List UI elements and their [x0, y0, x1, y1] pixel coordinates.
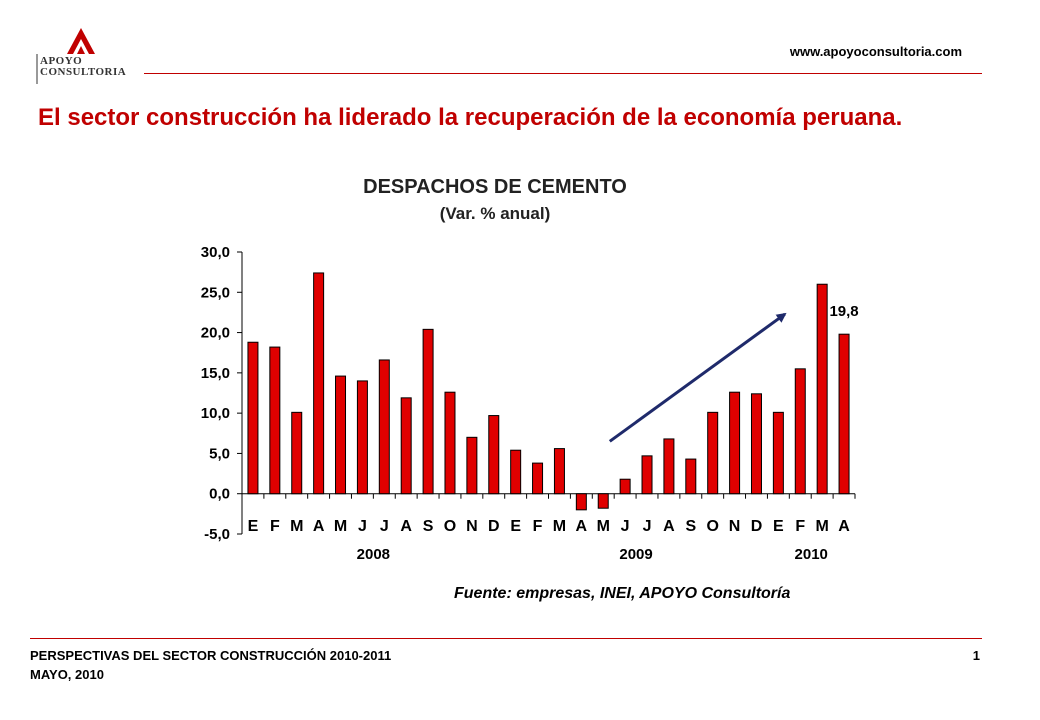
- month-label: M: [815, 518, 828, 535]
- slide-headline: El sector construcción ha liderado la re…: [38, 104, 903, 131]
- month-label: M: [553, 518, 566, 535]
- logo-line1: APOYO: [40, 55, 83, 67]
- month-label: O: [706, 518, 718, 535]
- year-label: 2009: [619, 546, 652, 563]
- bar: [816, 283, 828, 495]
- month-label: J: [643, 518, 652, 535]
- y-tick-label: 5,0: [209, 445, 230, 462]
- month-label: M: [597, 518, 610, 535]
- logo-line2: CONSULTORIA: [40, 66, 127, 78]
- bar: [772, 411, 784, 495]
- chart-subtitle: (Var. % anual): [439, 204, 551, 223]
- bar: [729, 391, 741, 495]
- year-label: 2008: [357, 546, 390, 563]
- data-label: 19,8: [829, 303, 858, 320]
- month-label: N: [729, 518, 741, 535]
- website-link[interactable]: www.apoyoconsultoria.com: [789, 44, 962, 59]
- bar: [466, 436, 478, 495]
- company-logo: APOYO CONSULTORIA: [36, 26, 146, 88]
- month-label: A: [313, 518, 325, 535]
- month-label: S: [685, 518, 696, 535]
- month-label: F: [795, 518, 805, 535]
- bar: [597, 493, 609, 509]
- bar: [444, 391, 456, 495]
- bar: [838, 333, 850, 495]
- bar: [313, 272, 325, 495]
- month-label: O: [444, 518, 456, 535]
- bar: [641, 455, 653, 495]
- bar: [356, 380, 368, 495]
- bar: [510, 449, 522, 495]
- y-tick-label: 25,0: [201, 284, 230, 301]
- trend-arrow-icon: [608, 312, 787, 443]
- bar: [553, 448, 565, 495]
- logo-text: APOYO CONSULTORIA: [40, 56, 126, 78]
- year-label: 2010: [795, 546, 828, 563]
- month-label: F: [533, 518, 543, 535]
- bar: [532, 462, 544, 495]
- bar: [707, 411, 719, 495]
- month-label: E: [248, 518, 259, 535]
- bar: [685, 458, 697, 495]
- month-label: J: [380, 518, 389, 535]
- month-label: F: [270, 518, 280, 535]
- bar: [400, 397, 412, 495]
- footer-date: MAYO, 2010: [30, 667, 104, 682]
- bar: [575, 493, 587, 511]
- page-number: 1: [972, 648, 980, 663]
- chart-source: Fuente: empresas, INEI, APOYO Consultorí…: [454, 585, 791, 602]
- bar: [794, 368, 806, 495]
- bar: [619, 478, 631, 495]
- chart-title: DESPACHOS DE CEMENTO: [363, 176, 627, 198]
- y-tick-label: 0,0: [209, 486, 230, 503]
- month-label: S: [423, 518, 434, 535]
- month-label: J: [358, 518, 367, 535]
- month-label: A: [838, 518, 850, 535]
- bar: [378, 359, 390, 495]
- bar: [269, 346, 281, 495]
- bar: [750, 393, 762, 495]
- logo-mark-icon: [67, 28, 95, 54]
- bar: [663, 438, 675, 495]
- y-tick-label: 10,0: [201, 405, 230, 422]
- month-label: A: [576, 518, 588, 535]
- y-tick-label: -5,0: [204, 526, 230, 543]
- y-tick-label: 20,0: [201, 325, 230, 342]
- month-label: D: [488, 518, 500, 535]
- y-tick-label: 15,0: [201, 365, 230, 382]
- y-tick-label: 30,0: [201, 244, 230, 261]
- month-label: D: [751, 518, 763, 535]
- bar: [247, 341, 259, 495]
- month-label: A: [663, 518, 675, 535]
- month-label: M: [290, 518, 303, 535]
- header-divider: [144, 73, 982, 74]
- footer-title: PERSPECTIVAS DEL SECTOR CONSTRUCCIÓN 201…: [30, 648, 392, 663]
- bar: [422, 328, 434, 495]
- month-label: N: [466, 518, 478, 535]
- month-label: E: [510, 518, 521, 535]
- month-label: A: [400, 518, 412, 535]
- bar: [335, 375, 347, 495]
- bar: [488, 415, 500, 495]
- month-label: M: [334, 518, 347, 535]
- month-label: J: [621, 518, 630, 535]
- logo-divider: [36, 54, 38, 84]
- footer-divider: [30, 638, 982, 639]
- bar: [291, 411, 303, 495]
- month-label: E: [773, 518, 784, 535]
